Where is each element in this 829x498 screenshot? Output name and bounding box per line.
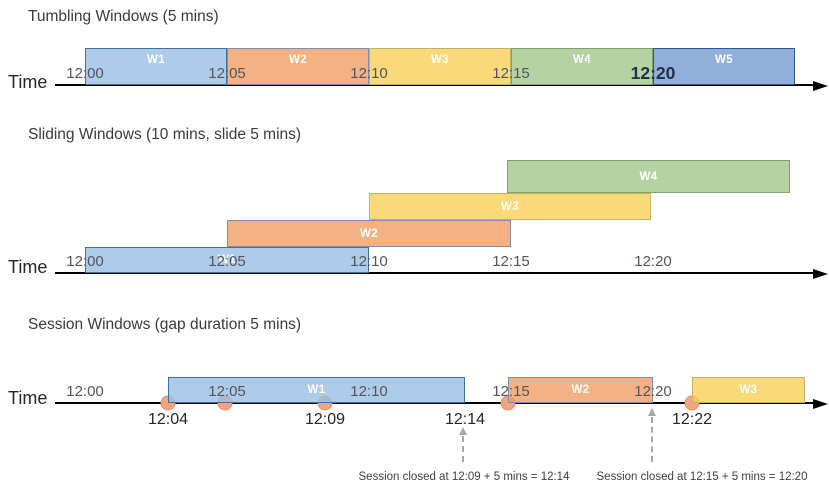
axis-tick-label: 12:20: [634, 383, 672, 400]
axis-tick-label: 12:10: [350, 65, 388, 82]
window-w5: W5: [653, 48, 795, 85]
event-time-label: 12:09: [304, 411, 346, 428]
axis-tick-label: 12:20: [634, 253, 672, 270]
callout-text: Session closed at 12:09 + 5 mins = 12:14: [358, 471, 570, 483]
sliding-section-title: Sliding Windows (10 mins, slide 5 mins): [28, 126, 302, 143]
window-w4: W4: [511, 48, 653, 85]
window-w2: W2: [508, 377, 653, 403]
session-axis-arrowhead-icon: [813, 398, 828, 409]
window-label: W3: [430, 54, 450, 66]
window-label: W4: [639, 170, 658, 183]
axis-tick-label: 12:10: [350, 383, 388, 400]
tumbling-time-axis-label: Time: [8, 72, 48, 92]
window-label: W5: [714, 54, 734, 66]
callout-text: Session closed at 12:15 + 5 mins = 12:20: [596, 471, 808, 483]
window-label: W4: [572, 54, 592, 66]
sliding-axis-arrowhead-icon: [813, 268, 828, 279]
window-w4: W4: [507, 160, 790, 193]
window-label: W3: [739, 384, 758, 396]
tumbling-axis-arrowhead-icon: [813, 80, 828, 91]
tumbling-section-title: Tumbling Windows (5 mins): [28, 8, 219, 25]
session-time-axis: [55, 402, 815, 404]
axis-tick-label: 12:20: [630, 63, 676, 83]
axis-tick-label: 12:00: [66, 383, 104, 400]
window-w2: W2: [227, 48, 369, 85]
window-label: W1: [217, 254, 237, 266]
axis-tick-label: 12:05: [208, 65, 246, 82]
sliding-time-axis: [55, 272, 815, 274]
window-w2: W2: [227, 220, 511, 247]
window-w1: W1: [85, 48, 227, 85]
callout-arrow-icon: [459, 427, 467, 462]
window-w3: W3: [369, 48, 511, 85]
window-label: W3: [500, 200, 520, 213]
axis-tick-label: 12:10: [350, 253, 388, 270]
window-label: W1: [307, 384, 326, 396]
axis-tick-label: 12:15: [492, 383, 530, 400]
window-w3: W3: [692, 377, 805, 403]
axis-tick-label: 12:05: [208, 253, 246, 270]
event-time-label: 12:22: [671, 411, 713, 428]
axis-tick-label: 12:15: [492, 253, 530, 270]
axis-tick-label: 12:15: [492, 65, 530, 82]
event-time-label: 12:14: [444, 411, 486, 428]
session-time-axis-label: Time: [8, 388, 48, 408]
axis-tick-label: 12:05: [208, 383, 246, 400]
window-label: W1: [146, 54, 166, 66]
callout-arrow-icon: [648, 408, 656, 462]
window-label: W2: [359, 227, 379, 240]
window-label: W2: [571, 384, 590, 396]
tumbling-time-axis: [55, 84, 815, 86]
event-time-label: 12:04: [147, 411, 189, 428]
axis-tick-label: 12:00: [66, 253, 104, 270]
axis-tick-label: 12:00: [66, 65, 104, 82]
session-section-title: Session Windows (gap duration 5 mins): [28, 316, 302, 333]
window-label: W2: [288, 54, 308, 66]
sliding-time-axis-label: Time: [8, 257, 48, 277]
window-w1: W1: [168, 377, 465, 403]
window-w3: W3: [369, 193, 651, 220]
window-w1: W1: [85, 247, 369, 273]
